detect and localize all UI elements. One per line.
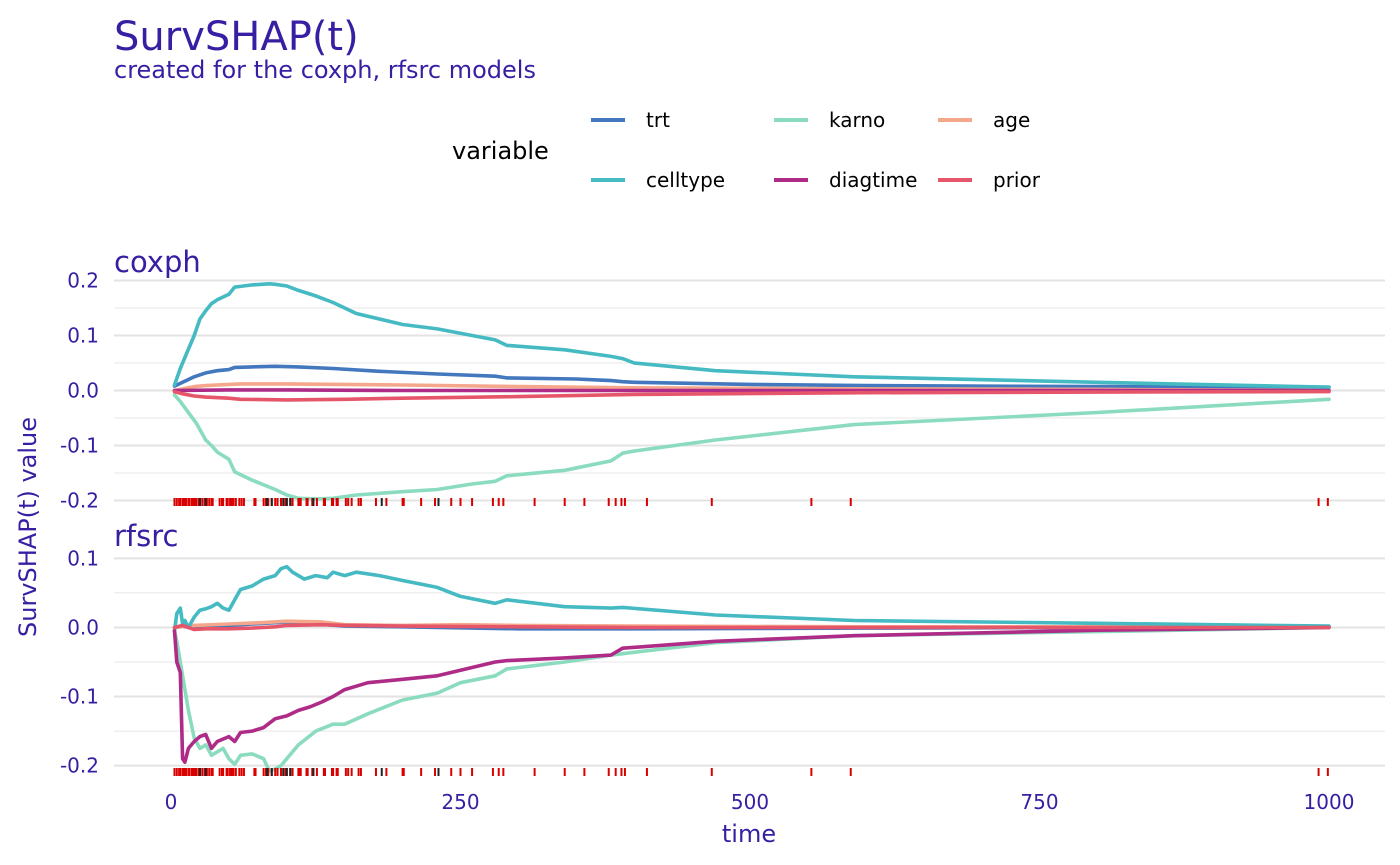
series-line-karno <box>172 393 1331 501</box>
series-group-coxph <box>172 281 1331 501</box>
legend-label-celltype: celltype <box>646 168 725 192</box>
panels: coxph -0.2 -0.1 0.0 0.1 0.2 rfsrc -0.2 -0.1 0.0 0.… <box>60 245 1385 778</box>
y-tick-label: 0.0 <box>67 615 99 639</box>
chart-subtitle: created for the coxph, rfsrc models <box>114 56 536 84</box>
y-tick-label: 0.0 <box>67 379 99 403</box>
legend-label-diagtime: diagtime <box>829 168 917 192</box>
rug-coxph <box>173 498 1329 506</box>
legend-label-age: age <box>993 108 1030 132</box>
y-tick-label: -0.1 <box>60 685 99 709</box>
y-tick-label: -0.2 <box>60 754 99 778</box>
chart-title: SurvSHAP(t) <box>114 14 359 60</box>
legend-label-karno: karno <box>829 108 885 132</box>
legend-item-diagtime: diagtime <box>774 168 917 192</box>
legend-label-prior: prior <box>993 168 1041 192</box>
x-tick-label: 0 <box>165 790 178 814</box>
panel-coxph: coxph -0.2 -0.1 0.0 0.1 0.2 <box>60 245 1385 513</box>
y-tick-label: 0.1 <box>67 546 99 570</box>
legend-item-trt: trt <box>591 108 670 132</box>
x-tick-label: 250 <box>441 790 479 814</box>
x-tick-label: 1000 <box>1304 790 1355 814</box>
panel-rfsrc: rfsrc -0.2 -0.1 0.0 0.1 <box>60 519 1385 778</box>
legend: variable trt karno age celltype diagtime prio… <box>452 108 1041 192</box>
series-line-celltype <box>172 281 1331 390</box>
gridlines-rfsrc <box>114 557 1385 767</box>
y-axis-title: SurvSHAP(t) value <box>14 417 42 637</box>
y-tick-label: -0.1 <box>60 434 99 458</box>
series-line-prior <box>172 389 1331 402</box>
legend-item-age: age <box>938 108 1030 132</box>
y-tick-label: 0.1 <box>67 324 99 348</box>
x-tick-label: 500 <box>731 790 769 814</box>
series-group-rfsrc <box>172 564 1331 774</box>
legend-item-prior: prior <box>938 168 1041 192</box>
series-line-trt <box>172 364 1331 390</box>
legend-item-celltype: celltype <box>591 168 725 192</box>
series-line-celltype <box>172 564 1331 633</box>
series-line-karno <box>172 625 1331 774</box>
y-tick-label: 0.2 <box>67 269 99 293</box>
y-tick-label: -0.2 <box>60 489 99 513</box>
x-axis-title: time <box>722 820 776 848</box>
legend-label-trt: trt <box>646 108 670 132</box>
legend-title: variable <box>452 137 549 165</box>
series-line-diagtime <box>172 625 1331 765</box>
series-line-prior <box>172 622 1331 632</box>
x-axis: 0 250 500 750 1000 <box>165 790 1355 814</box>
legend-item-karno: karno <box>774 108 885 132</box>
x-tick-label: 750 <box>1020 790 1058 814</box>
facet-label-coxph: coxph <box>114 245 201 279</box>
rug-rfsrc <box>173 768 1329 776</box>
facet-label-rfsrc: rfsrc <box>114 519 178 553</box>
